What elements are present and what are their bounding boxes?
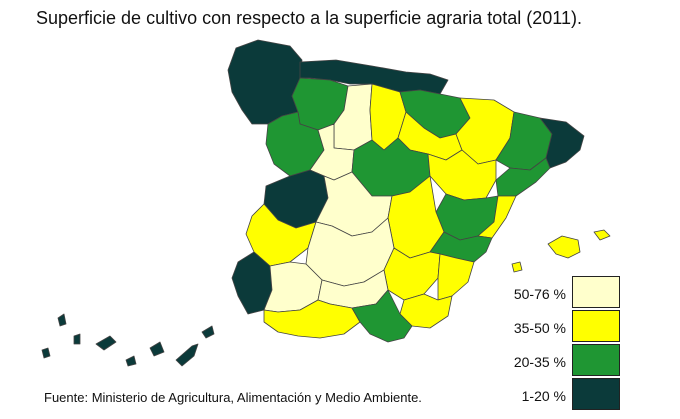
legend-label: 35-50 % bbox=[513, 320, 566, 336]
region-canary-west bbox=[57, 313, 67, 327]
legend-item: 1-20 % bbox=[478, 378, 628, 412]
legend-swatch bbox=[572, 310, 620, 342]
map-title: Superficie de cultivo con respecto a la … bbox=[36, 8, 582, 28]
region-granada bbox=[351, 289, 413, 343]
source-note: Fuente: Ministerio de Agricultura, Alime… bbox=[44, 390, 422, 405]
region-canary-hierro bbox=[41, 347, 51, 359]
legend-swatch bbox=[572, 344, 620, 376]
legend-swatch bbox=[572, 378, 620, 410]
region-canary-la-palma bbox=[73, 333, 81, 345]
region-canary-gomera bbox=[125, 355, 137, 367]
legend-item: 20-35 % bbox=[478, 344, 628, 378]
region-alicante bbox=[437, 253, 475, 301]
legend-item: 35-50 % bbox=[478, 310, 628, 344]
region-ibiza bbox=[511, 261, 523, 273]
region-canary-lanzarote bbox=[201, 325, 215, 339]
region-menorca bbox=[593, 229, 611, 241]
region-canary-fuerteventura bbox=[175, 343, 199, 367]
region-mallorca bbox=[547, 235, 581, 259]
legend-item: 50-76 % bbox=[478, 276, 628, 310]
region-canary-gran-canaria bbox=[149, 341, 165, 357]
legend-label: 1-20 % bbox=[521, 388, 566, 404]
legend-label: 50-76 % bbox=[513, 286, 566, 302]
region-zaragoza bbox=[427, 149, 497, 201]
legend-swatch bbox=[572, 276, 620, 308]
region-catalonia-coast bbox=[539, 117, 585, 169]
region-galicia bbox=[227, 39, 303, 125]
legend-label: 20-35 % bbox=[513, 354, 566, 370]
legend: 50-76 % 35-50 % 20-35 % 1-20 % bbox=[478, 276, 628, 412]
region-canary-tenerife bbox=[95, 335, 117, 351]
